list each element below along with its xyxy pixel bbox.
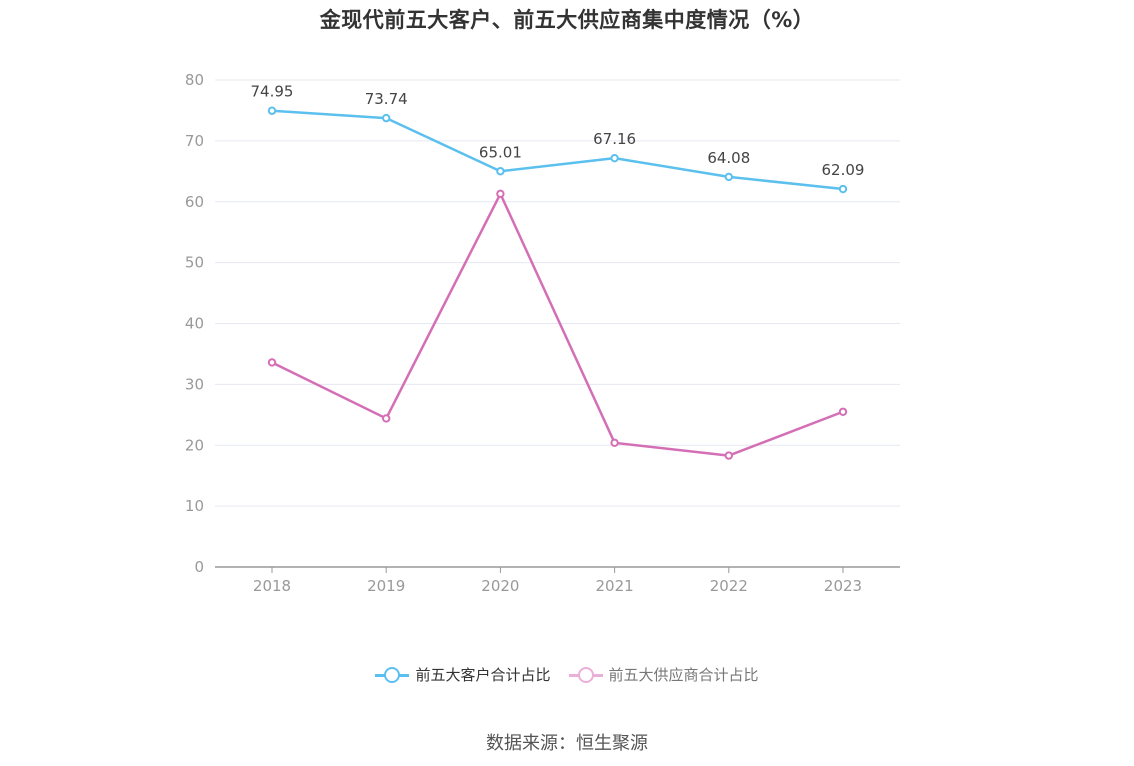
series-line-1	[270, 109, 845, 191]
data-labels: 74.95 73.74 65.01 67.16 64.08 62.09	[251, 83, 865, 179]
x-tick-label-2019: 2019	[367, 577, 405, 595]
data-point-s2-2020	[496, 189, 505, 199]
chart-title: 金现代前五大客户、前五大供应商集中度情况（%）	[319, 8, 815, 32]
data-label-s1-2020: 65.01	[479, 143, 522, 161]
legend: 前五大客户合计占比 前五大供应商合计占比	[0, 664, 1134, 685]
y-tick-label-60: 60	[185, 193, 204, 211]
y-tick-label-20: 20	[185, 436, 204, 454]
y-tick-label-0: 0	[194, 558, 204, 576]
legend-marker-suppliers-icon	[568, 665, 603, 685]
legend-marker-customers-icon	[375, 665, 410, 685]
data-label-s1-2018: 74.95	[251, 83, 294, 101]
legend-label-customers: 前五大客户合计占比	[415, 666, 551, 684]
data-point-s2-2021	[610, 438, 619, 448]
data-point-s1-2018	[267, 106, 277, 115]
legend-item-suppliers[interactable]: 前五大供应商合计占比	[568, 664, 759, 685]
y-tick-label-70: 70	[185, 132, 204, 150]
y-tick-label-30: 30	[185, 375, 204, 393]
x-tick-label-2018: 2018	[253, 577, 291, 595]
data-point-s2-2022	[724, 451, 733, 460]
data-point-s1-2022	[724, 172, 733, 182]
data-point-s1-2020	[496, 167, 505, 176]
axes: 0 10 20 30 40 50 60 70 80 2018 2019 2020 2021 2022 202…	[185, 71, 900, 595]
data-point-s2-2023	[838, 407, 848, 416]
y-tick-label-40: 40	[185, 315, 204, 333]
data-label-s1-2023: 62.09	[822, 161, 865, 179]
legend-item-customers[interactable]: 前五大客户合计占比	[375, 664, 551, 685]
data-point-s1-2023	[838, 184, 848, 194]
data-point-s1-2021	[610, 153, 619, 163]
series-points	[267, 106, 848, 460]
x-tick-label-2021: 2021	[596, 577, 634, 595]
y-tick-label-50: 50	[185, 254, 204, 272]
x-tick-label-2020: 2020	[481, 577, 519, 595]
data-point-s2-2019	[382, 414, 391, 423]
series-lines	[270, 109, 845, 457]
y-tick-label-80: 80	[185, 71, 204, 89]
grid-lines	[215, 79, 900, 507]
data-source: 数据来源：恒生聚源	[486, 733, 648, 754]
x-tick-label-2022: 2022	[710, 577, 748, 595]
data-label-s1-2022: 64.08	[707, 149, 750, 167]
x-tick-label-2023: 2023	[824, 577, 862, 595]
data-point-s1-2019	[382, 113, 391, 123]
data-label-s1-2021: 67.16	[593, 130, 636, 148]
legend-label-suppliers: 前五大供应商合计占比	[608, 666, 759, 684]
series-line-2	[270, 192, 845, 457]
data-point-s2-2018	[267, 358, 277, 367]
data-label-s1-2019: 73.74	[365, 90, 408, 108]
y-tick-label-10: 10	[185, 497, 204, 515]
